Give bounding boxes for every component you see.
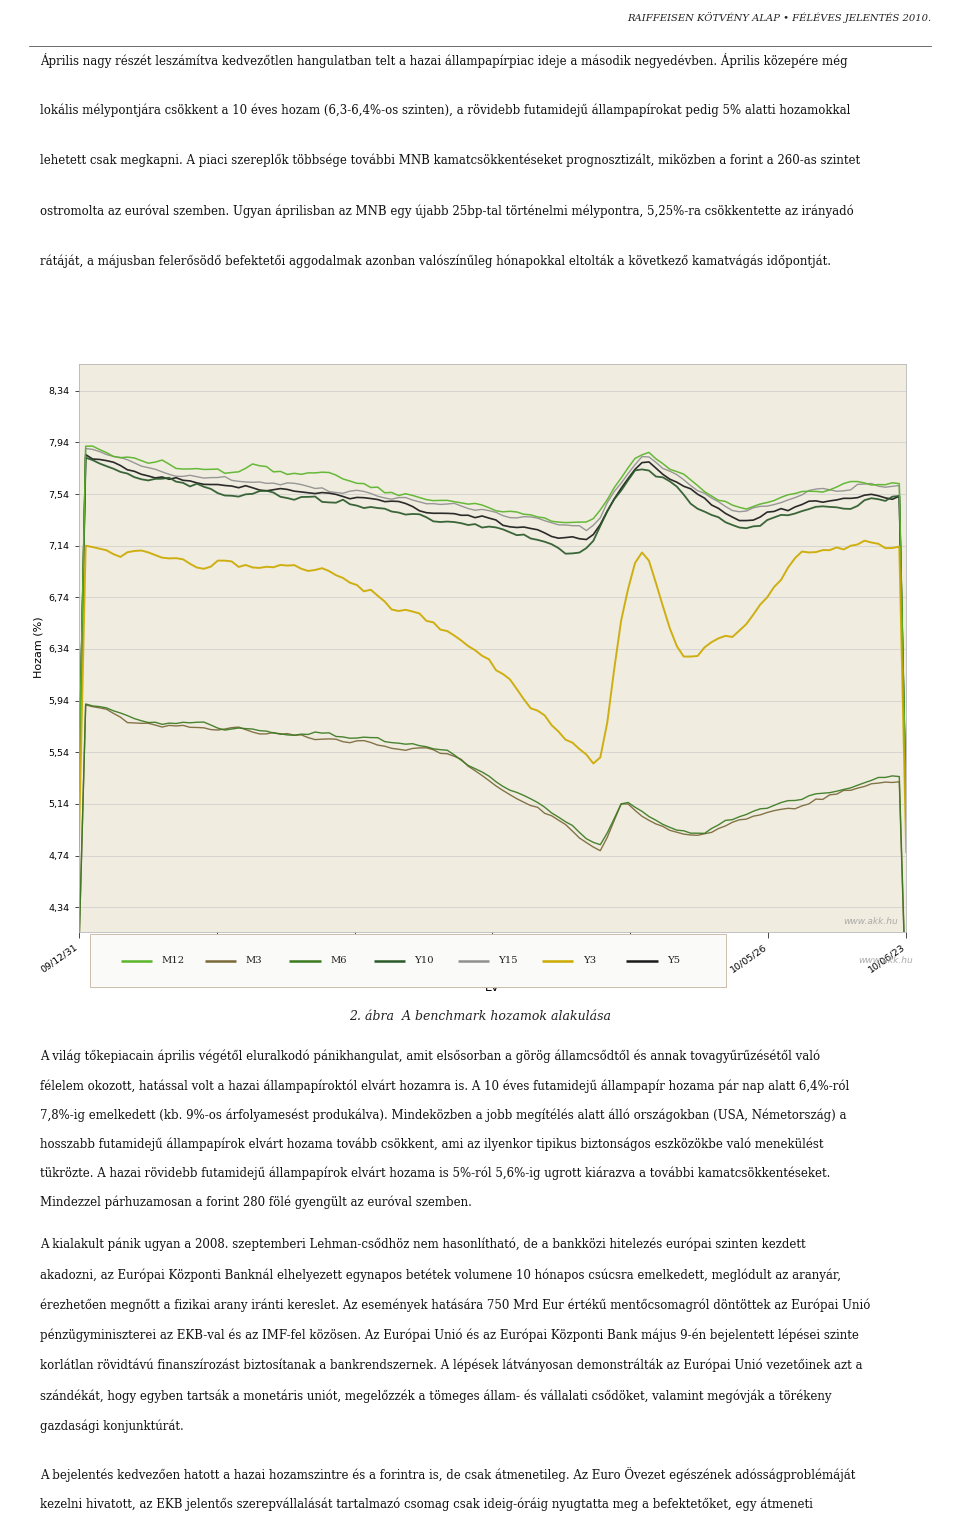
FancyBboxPatch shape bbox=[90, 935, 726, 986]
Text: M6: M6 bbox=[330, 956, 347, 965]
Text: lehetett csak megkapni. A piaci szereplők többsége további MNB kamatcsökkentések: lehetett csak megkapni. A piaci szereplő… bbox=[40, 153, 860, 167]
Text: félelem okozott, hatással volt a hazai állampapíroktól elvárt hozamra is. A 10 é: félelem okozott, hatással volt a hazai á… bbox=[40, 1079, 850, 1092]
Text: A bejelentés kedvezően hatott a hazai hozamszintre és a forintra is, de csak átm: A bejelentés kedvezően hatott a hazai ho… bbox=[40, 1467, 855, 1482]
Text: lokális mélypontjára csökkent a 10 éves hozam (6,3-6,4%-os szinten), a rövidebb : lokális mélypontjára csökkent a 10 éves … bbox=[40, 103, 851, 117]
Text: szándékát, hogy egyben tartsák a monetáris uniót, megelőzzék a tömeges állam- és: szándékát, hogy egyben tartsák a monetár… bbox=[40, 1389, 831, 1403]
Text: Y15: Y15 bbox=[498, 956, 518, 965]
Text: ostromolta az euróval szemben. Ugyan áprilisban az MNB egy újabb 25bp-tal történ: ostromolta az euróval szemben. Ugyan ápr… bbox=[40, 205, 854, 218]
Text: 2. ábra  A benchmark hozamok alakulása: 2. ábra A benchmark hozamok alakulása bbox=[349, 1011, 611, 1023]
Text: rátáját, a májusban felerősödő befektetői aggodalmak azonban valószínűleg hónapo: rátáját, a májusban felerősödő befektető… bbox=[40, 255, 831, 268]
Text: www.akk.hu: www.akk.hu bbox=[858, 956, 913, 965]
Text: M12: M12 bbox=[161, 956, 184, 965]
Text: 7,8%-ig emelkedett (kb. 9%-os árfolyamesést produkálva). Mindeközben a jobb megí: 7,8%-ig emelkedett (kb. 9%-os árfolyames… bbox=[40, 1109, 847, 1121]
Text: M3: M3 bbox=[246, 956, 262, 965]
Text: Y5: Y5 bbox=[667, 956, 680, 965]
Text: gazdasági konjunktúrát.: gazdasági konjunktúrát. bbox=[40, 1420, 184, 1433]
Text: akadozni, az Európai Központi Banknál elhelyezett egynapos betétek volumene 10 h: akadozni, az Európai Központi Banknál el… bbox=[40, 1268, 841, 1282]
Text: tükrözte. A hazai rövidebb futamidejű állampapírok elvárt hozama is 5%-ról 5,6%-: tükrözte. A hazai rövidebb futamidejű ál… bbox=[40, 1167, 830, 1180]
Text: Y10: Y10 bbox=[415, 956, 434, 965]
Text: Mindezzel párhuzamosan a forint 280 fölé gyengült az euróval szemben.: Mindezzel párhuzamosan a forint 280 fölé… bbox=[40, 1195, 472, 1209]
X-axis label: Év: Év bbox=[486, 980, 499, 994]
Y-axis label: Hozam (%): Hozam (%) bbox=[33, 617, 43, 679]
Text: www.akk.hu: www.akk.hu bbox=[843, 917, 898, 926]
Text: kezelni hivatott, az EKB jelentős szerepvállalását tartalmazó csomag csak ideig-: kezelni hivatott, az EKB jelentős szerep… bbox=[40, 1497, 813, 1510]
Text: RAIFFEISEN KÖTVÉNY ALAP • FÉLÉVES JELENTÉS 2010.: RAIFFEISEN KÖTVÉNY ALAP • FÉLÉVES JELENT… bbox=[627, 12, 931, 23]
Text: A kialakult pánik ugyan a 2008. szeptemberi Lehman-csődhöz nem hasonlítható, de : A kialakult pánik ugyan a 2008. szeptemb… bbox=[40, 1238, 806, 1251]
Text: A világ tőkepiacain április végétől eluralkodó pánikhangulat, amit elsősorban a : A világ tőkepiacain április végétől elur… bbox=[40, 1050, 821, 1064]
Text: érezhetően megnőtt a fizikai arany iránti kereslet. Az események hatására 750 Mr: érezhetően megnőtt a fizikai arany iránt… bbox=[40, 1298, 871, 1312]
Text: hosszabb futamidejű állampapírok elvárt hozama tovább csökkent, ami az ilyenkor : hosszabb futamidejű állampapírok elvárt … bbox=[40, 1138, 824, 1151]
Text: Y3: Y3 bbox=[583, 956, 596, 965]
Text: pénzügyminiszterei az EKB-val és az IMF-fel közösen. Az Európai Unió és az Európ: pénzügyminiszterei az EKB-val és az IMF-… bbox=[40, 1329, 859, 1342]
Text: korlátlan rövidtávú finanszírozást biztosítanak a bankrendszernek. A lépések lát: korlátlan rövidtávú finanszírozást bizto… bbox=[40, 1359, 863, 1373]
Text: Április nagy részét leszámítva kedvezőtlen hangulatban telt a hazai állampapírpi: Április nagy részét leszámítva kedvezőtl… bbox=[40, 53, 848, 68]
